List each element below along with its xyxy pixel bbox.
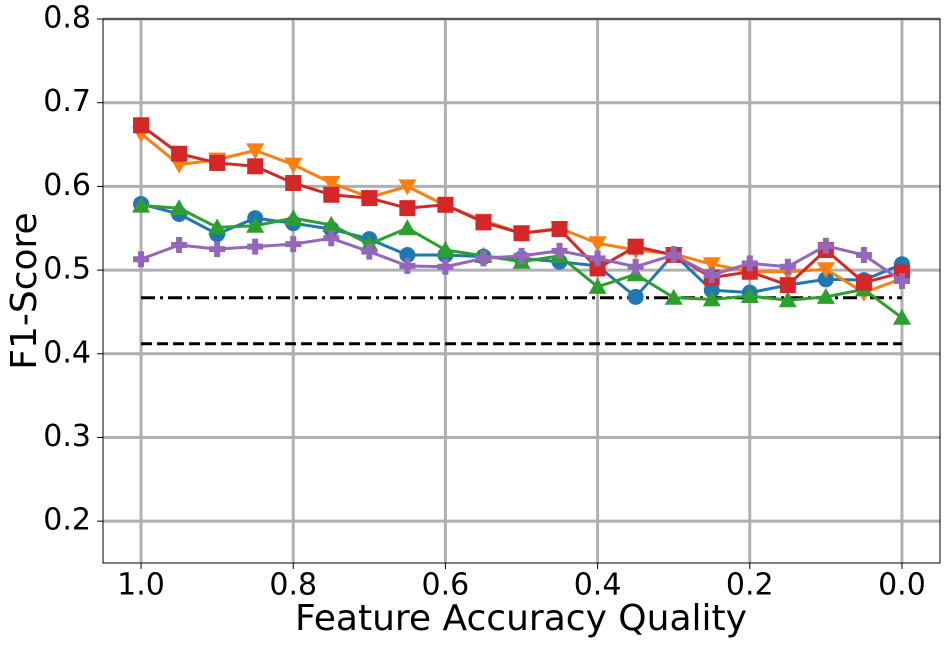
marker: [437, 258, 454, 275]
x-tick-label: 0.0: [878, 568, 926, 603]
marker: [475, 250, 492, 267]
marker: [360, 235, 379, 252]
y-tick-label: 0.7: [43, 84, 91, 119]
marker: [284, 157, 303, 174]
marker: [323, 186, 340, 203]
marker: [703, 267, 720, 284]
marker: [284, 209, 303, 226]
marker: [171, 145, 188, 162]
marker: [133, 117, 150, 134]
marker: [399, 257, 416, 274]
marker: [322, 215, 341, 232]
y-tick-label: 0.6: [43, 168, 91, 203]
x-tick-label: 1.0: [117, 568, 165, 603]
marker: [627, 238, 644, 255]
marker: [513, 225, 530, 242]
y-tick-label: 0.4: [43, 335, 91, 370]
y-tick-label: 0.5: [43, 252, 91, 287]
marker: [855, 247, 872, 264]
x-axis-label: Feature Accuracy Quality: [295, 598, 747, 639]
x-tick-label: 0.8: [269, 568, 317, 603]
x-tick-label: 0.6: [422, 568, 470, 603]
marker: [740, 287, 759, 304]
marker: [361, 243, 378, 260]
marker: [133, 251, 150, 268]
marker: [208, 218, 227, 235]
marker: [323, 230, 340, 247]
marker: [779, 277, 796, 294]
marker: [703, 282, 720, 299]
marker: [702, 290, 721, 307]
marker: [437, 196, 454, 213]
marker: [247, 238, 264, 255]
marker: [551, 242, 568, 259]
marker: [855, 274, 872, 291]
x-tick-label: 0.4: [574, 568, 622, 603]
marker: [588, 277, 607, 294]
marker: [285, 175, 302, 192]
marker: [816, 262, 835, 279]
marker: [246, 216, 265, 233]
marker: [589, 260, 606, 277]
marker: [399, 247, 416, 264]
marker: [132, 196, 151, 213]
marker: [436, 240, 455, 257]
marker: [247, 158, 264, 175]
marker: [285, 236, 302, 253]
marker: [589, 250, 606, 267]
marker: [627, 258, 644, 275]
marker: [741, 263, 758, 280]
marker: [702, 257, 721, 274]
marker: [513, 247, 530, 264]
marker: [778, 291, 797, 308]
y-axis-label: F1-Score: [4, 212, 45, 369]
y-tick-label: 0.8: [43, 1, 91, 36]
marker: [209, 154, 226, 171]
marker: [893, 272, 910, 289]
marker: [246, 143, 265, 160]
plot-frame: [102, 18, 941, 564]
marker: [209, 241, 226, 258]
y-tick-label: 0.3: [43, 419, 91, 454]
marker: [665, 247, 682, 264]
marker: [892, 308, 911, 325]
marker: [170, 199, 189, 216]
x-tick-label: 0.2: [726, 568, 774, 603]
marker: [399, 200, 416, 217]
marker: [551, 221, 568, 238]
marker: [817, 237, 834, 254]
marker: [475, 214, 492, 231]
marker: [816, 287, 835, 304]
marker: [322, 176, 341, 193]
marker: [588, 236, 607, 253]
marker: [817, 271, 834, 288]
y-tick-label: 0.2: [43, 503, 91, 538]
marker: [361, 190, 378, 207]
marker: [171, 236, 188, 253]
marker: [779, 258, 796, 275]
marker: [664, 288, 683, 305]
marker: [627, 288, 644, 305]
marker: [398, 219, 417, 236]
marker: [398, 179, 417, 196]
marker: [741, 255, 758, 272]
